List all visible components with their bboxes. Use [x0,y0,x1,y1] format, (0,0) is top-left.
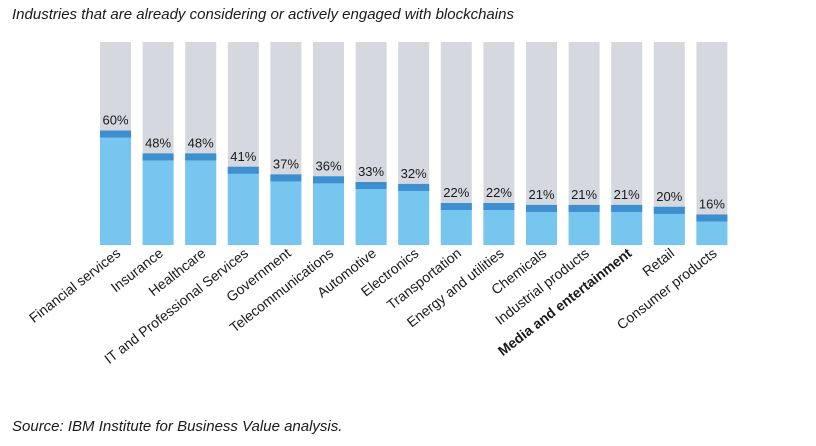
data-label: 21% [614,187,640,202]
data-label: 60% [102,113,128,128]
bar-cap [398,183,430,191]
bar [313,176,344,245]
bar-cap [313,176,344,184]
bar-cap [653,206,685,214]
data-label: 36% [315,158,341,173]
source-note: Source: IBM Institute for Business Value… [12,418,343,435]
bar-cap [185,153,217,161]
bar-cap [611,204,643,212]
data-label: 33% [358,164,384,179]
bar-cap [142,153,174,161]
data-label: 48% [145,135,171,150]
bar [227,166,259,245]
bar-cap [483,203,515,211]
bar-cap [270,174,302,182]
bar-cap [526,204,557,212]
bar-cap [440,203,472,211]
bar-cap [227,166,259,174]
data-label: 22% [443,185,469,200]
bar [142,153,174,245]
data-label: 16% [699,196,725,211]
bar-background [696,42,728,245]
data-label: 41% [230,149,256,164]
data-label: 48% [188,135,214,150]
bar [185,153,217,245]
data-label: 37% [273,156,299,171]
data-label: 32% [401,166,427,181]
data-label: 21% [528,187,554,202]
bar [398,183,430,245]
data-label: 21% [571,187,597,202]
bar-cap [100,130,131,138]
data-label: 22% [486,185,512,200]
bar [355,182,387,245]
bar-cap [568,204,600,212]
bar-cap [355,182,387,190]
data-label: 20% [656,189,682,204]
bar [270,174,302,245]
chart-title: Industries that are already considering … [12,6,514,23]
bar-cap [696,214,728,222]
bar [100,130,131,245]
